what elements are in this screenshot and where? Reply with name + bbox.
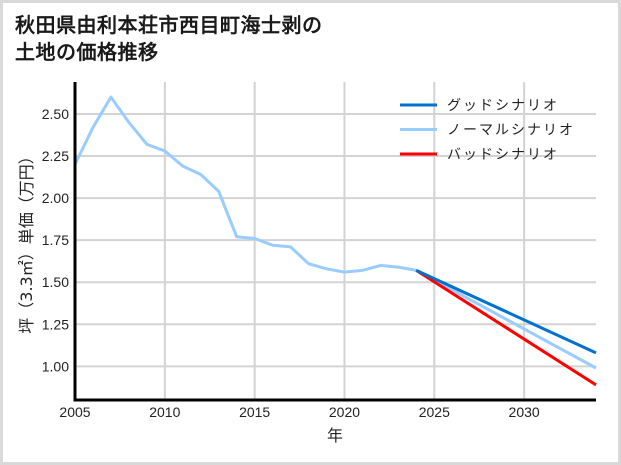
x-tick-label: 2015 (239, 404, 270, 420)
series-line-0 (415, 269, 597, 355)
grid-lines (75, 82, 596, 400)
x-tick-label: 2005 (59, 404, 90, 420)
y-tick-label: 2.00 (42, 190, 69, 206)
y-tick-label: 1.25 (42, 316, 69, 332)
x-tick-label: 2025 (419, 404, 450, 420)
x-tick-label: 2030 (509, 404, 540, 420)
series-line-2 (415, 269, 597, 387)
y-tick-label: 2.50 (42, 106, 69, 122)
chart-title: 秋田県由利本荘市西目町海士剥の 土地の価格推移 (15, 12, 323, 66)
series-lines (73, 95, 597, 387)
legend-label: バッドシナリオ (447, 147, 559, 163)
x-tick-label: 2020 (329, 404, 360, 420)
y-axis-ticks: 1.00 1.25 1.50 1.75 2.00 2.25 2.50 (42, 106, 69, 374)
legend-label: グッドシナリオ (447, 98, 559, 114)
chart-title-line2: 土地の価格推移 (15, 40, 159, 64)
y-tick-label: 1.75 (42, 232, 69, 248)
x-axis-ticks: 2005 2010 2015 2020 2025 2030 (59, 404, 539, 420)
x-tick-label: 2010 (149, 404, 180, 420)
legend-label: ノーマルシナリオ (447, 123, 575, 139)
chart-title-line1: 秋田県由利本荘市西目町海士剥の (15, 13, 323, 37)
y-tick-label: 1.50 (42, 274, 69, 290)
series-line-1 (73, 95, 597, 370)
y-tick-label: 1.00 (42, 358, 69, 374)
y-tick-label: 2.25 (42, 148, 69, 164)
axes (73, 82, 596, 402)
y-axis-label: 坪（3.3㎡）単価（万円） (17, 148, 36, 333)
x-axis-label: 年 (327, 426, 343, 445)
